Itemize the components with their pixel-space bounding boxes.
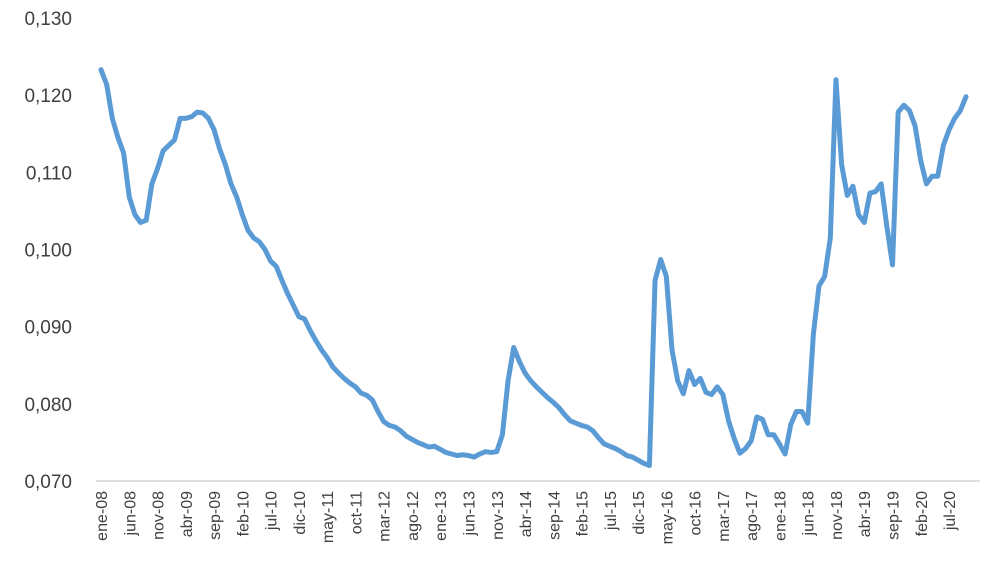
x-tick-label: feb-15: [575, 491, 592, 536]
x-tick-label: jul-20: [942, 491, 959, 531]
x-tick-label: jul-15: [603, 491, 620, 531]
x-tick-label: jun-08: [122, 491, 139, 537]
x-tick-label: nov-08: [151, 491, 168, 540]
x-axis-tick-labels: ene-08 jun-08 nov-08 abr-09 sep-09 feb-10 jul-…: [94, 491, 959, 544]
y-tick-label: 0,090: [24, 318, 72, 339]
x-tick-label: sep-09: [207, 491, 224, 540]
x-tick-label: abr-19: [857, 491, 874, 537]
x-tick-label: ago-12: [405, 491, 422, 541]
y-tick-label: 0,080: [24, 395, 72, 416]
x-tick-label: jun-18: [801, 491, 818, 537]
x-tick-label: nov-13: [490, 491, 507, 540]
x-tick-label: jul-10: [264, 491, 281, 531]
x-tick-label: dic-10: [292, 491, 309, 535]
x-tick-label: oct-16: [688, 491, 705, 536]
x-tick-label: dic-15: [631, 491, 648, 535]
x-tick-label: ene-18: [772, 491, 789, 541]
x-tick-label: mar-17: [716, 491, 733, 542]
x-tick-label: abr-09: [179, 491, 196, 537]
y-tick-label: 0,070: [24, 472, 72, 493]
series-line: [98, 67, 969, 469]
x-tick-label: oct-11: [348, 491, 365, 534]
x-tick-label: feb-20: [914, 491, 931, 536]
x-tick-label: abr-14: [518, 491, 535, 537]
y-tick-label: 0,100: [24, 241, 72, 262]
x-tick-label: ene-08: [94, 491, 111, 541]
x-tick-label: mar-12: [377, 491, 394, 542]
x-tick-label: ene-13: [433, 491, 450, 541]
x-tick-label: sep-14: [546, 491, 563, 540]
y-tick-label: 0,110: [26, 163, 72, 184]
y-tick-label: 0,130: [24, 9, 72, 30]
y-tick-label: 0,120: [24, 86, 72, 107]
x-tick-label: may-11: [320, 491, 337, 543]
x-tick-label: jun-13: [461, 491, 478, 537]
x-tick-label: ago-17: [744, 491, 761, 541]
x-tick-label: nov-18: [829, 491, 846, 540]
x-tick-label: sep-19: [886, 491, 903, 540]
y-axis-tick-labels: 0,130 0,120 0,110 0,100 0,090 0,080 0,070: [24, 9, 72, 493]
x-tick-label: may-16: [659, 491, 676, 544]
x-tick-label: feb-10: [235, 491, 252, 536]
